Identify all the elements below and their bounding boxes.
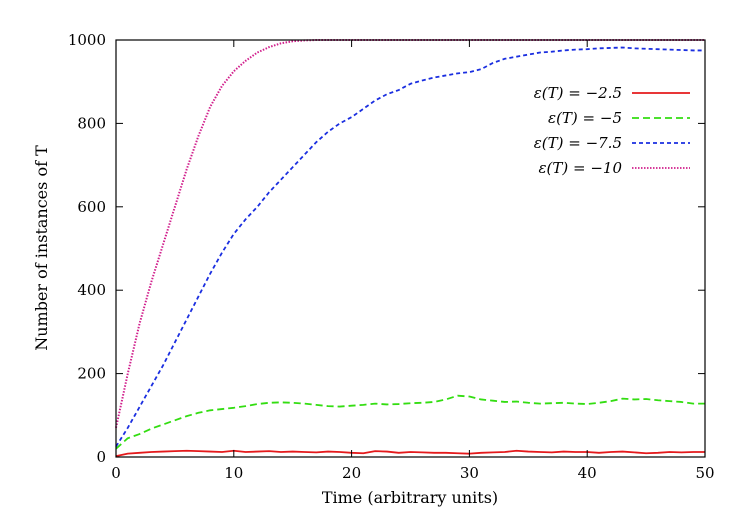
x-axis-label: Time (arbitrary units) xyxy=(322,488,498,507)
x-tick-label: 40 xyxy=(578,464,597,482)
legend: ε(T) = −2.5 ε(T) = −5 ε(T) = −7.5 ε(T) =… xyxy=(534,84,690,177)
y-axis-label: Number of instances of T xyxy=(32,145,51,351)
x-tick-label: 30 xyxy=(460,464,479,482)
y-tick-label: 800 xyxy=(77,114,106,132)
plot-frame xyxy=(115,39,706,458)
axis-ticks xyxy=(115,39,706,458)
y-tick-label: 600 xyxy=(77,198,106,216)
x-tick-label: 50 xyxy=(695,464,714,482)
series-line-2 xyxy=(115,394,705,450)
x-tick-label: 10 xyxy=(224,464,243,482)
series-line-1 xyxy=(115,449,705,458)
y-tick-label: 0 xyxy=(96,448,106,466)
y-tick-label: 1000 xyxy=(68,31,106,49)
legend-label-series-1: ε(T) = −2.5 xyxy=(534,84,622,102)
x-tick-label: 0 xyxy=(111,464,121,482)
tick-labels: 0 10 20 30 40 50 0 200 400 600 800 1000 xyxy=(68,31,715,482)
plot-lines xyxy=(115,39,705,458)
legend-label-series-4: ε(T) = −10 xyxy=(538,159,622,177)
series-line-3 xyxy=(115,46,705,448)
legend-label-series-2: ε(T) = −5 xyxy=(548,109,622,127)
y-tick-label: 200 xyxy=(77,365,106,383)
y-tick-label: 400 xyxy=(77,281,106,299)
x-tick-label: 20 xyxy=(342,464,361,482)
legend-label-series-3: ε(T) = −7.5 xyxy=(534,134,622,152)
